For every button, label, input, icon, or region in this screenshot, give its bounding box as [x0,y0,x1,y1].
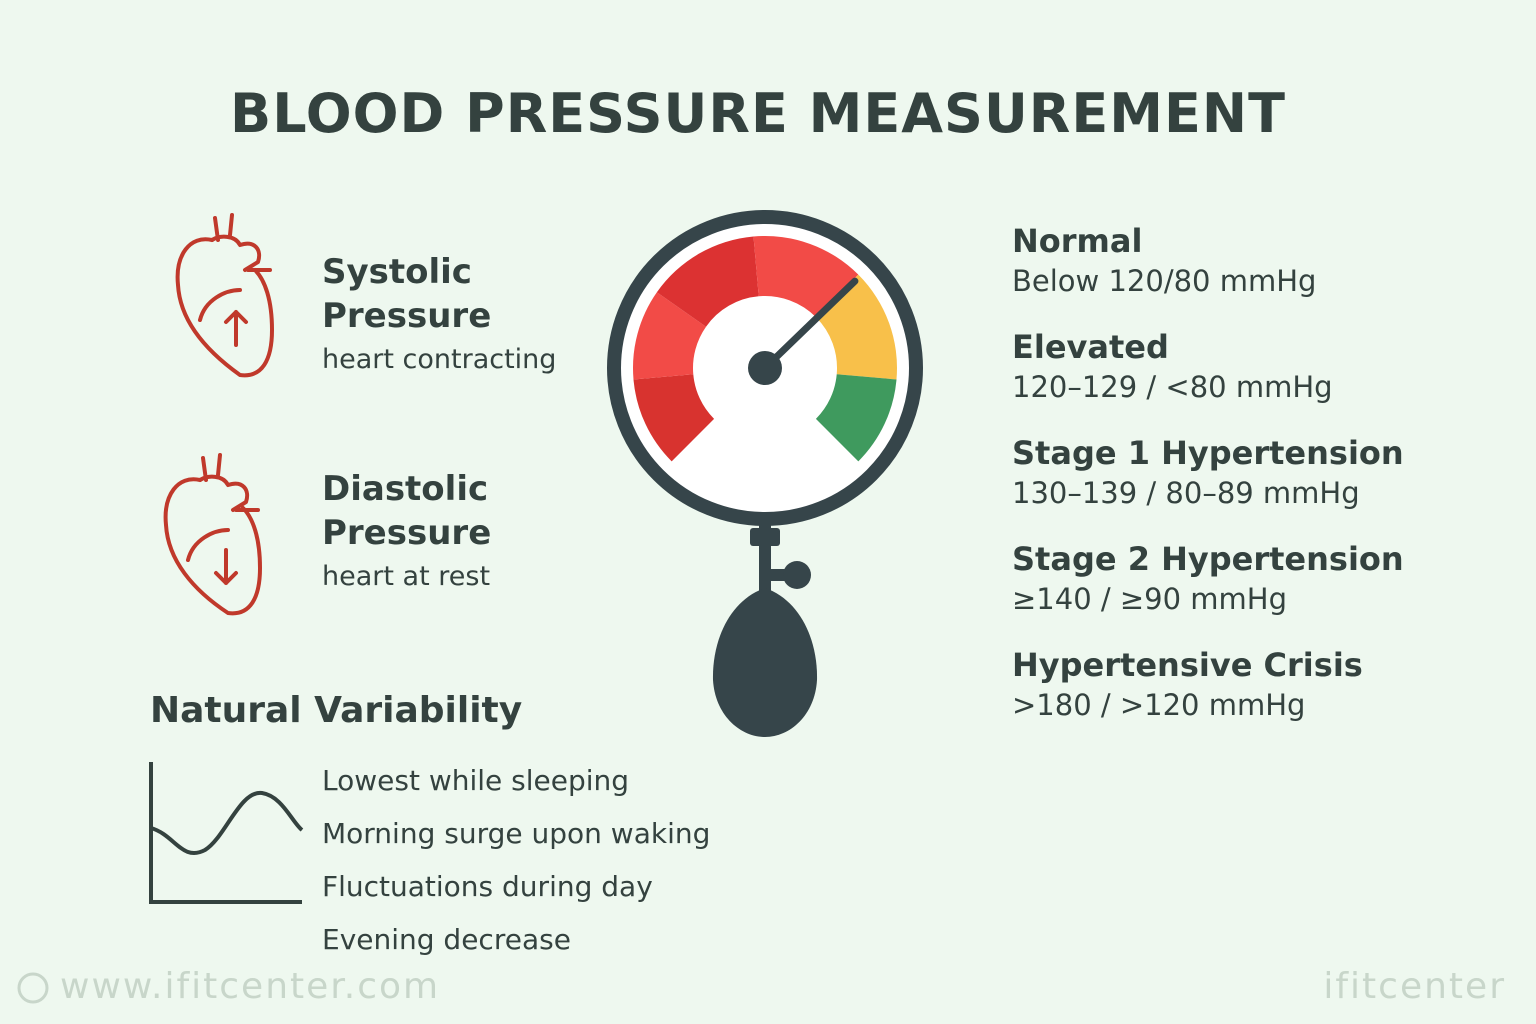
systolic-block: Systolic Pressure heart contracting [322,250,556,375]
gauge-bulb [712,515,818,737]
gauge-hub [748,351,782,385]
gauge-segment [753,236,859,318]
variability-list: Lowest while sleeping Morning surge upon… [322,764,710,976]
variability-item: Evening decrease [322,923,571,956]
pressure-name: Diastolic Pressure [322,469,492,553]
category-name: Elevated [1012,328,1169,366]
category-list: Normal Below 120/80 mmHg Elevated 120–129 … [1012,222,1404,752]
category-range: ≥140 / ≥90 mmHg [1012,582,1287,616]
variability-title: Natural Variability [150,690,523,731]
footer-brand: ifitcenter [1323,966,1506,1007]
category-range: Below 120/80 mmHg [1012,264,1317,298]
category-name: Hypertensive Crisis [1012,646,1363,684]
footer-url: www.ifitcenter.com [60,966,441,1007]
heart-icon-down [163,453,262,616]
gauge-segment [815,374,897,462]
category-name: Stage 2 Hypertension [1012,540,1404,578]
diastolic-block: Diastolic Pressure heart at rest [322,467,552,592]
footer-logo [17,972,49,1004]
pressure-name: Systolic Pressure [322,252,492,336]
category-range: 130–139 / 80–89 mmHg [1012,476,1360,510]
variability-item: Lowest while sleeping [322,764,630,797]
category: Stage 2 Hypertension ≥140 / ≥90 mmHg [1012,540,1404,616]
category: Stage 1 Hypertension 130–139 / 80–89 mmHg [1012,434,1404,510]
category-range: 120–129 / <80 mmHg [1012,370,1333,404]
gauge-segment [633,374,715,462]
category-name: Normal [1012,222,1143,260]
gauge-segment [633,292,707,380]
variability-graph [149,762,304,904]
pressure-description: heart contracting [322,344,557,375]
category-range: >180 / >120 mmHg [1012,688,1306,722]
category: Elevated 120–129 / <80 mmHg [1012,328,1404,404]
heart-icon-up [175,213,274,378]
pressure-description: heart at rest [322,561,491,592]
gauge-icon [607,210,923,526]
variability-item: Fluctuations during day [322,870,653,903]
gauge-segment [656,236,759,327]
category: Normal Below 120/80 mmHg [1012,222,1404,298]
gauge-needle [761,277,859,372]
category: Hypertensive Crisis >180 / >120 mmHg [1012,646,1404,722]
title: BLOOD PRESSURE MEASUREMENT [230,82,1286,145]
variability-item: Morning surge upon waking [322,817,711,850]
category-name: Stage 1 Hypertension [1012,434,1404,472]
